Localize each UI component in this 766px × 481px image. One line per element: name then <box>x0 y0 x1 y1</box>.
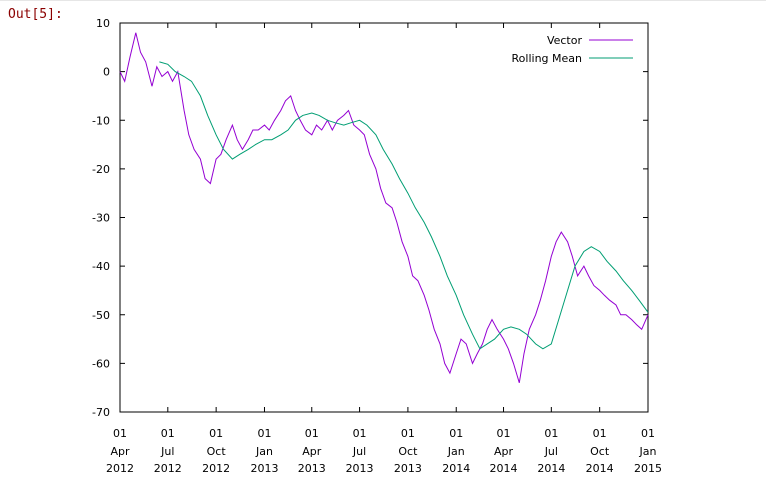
x-tick-label-month: Jul <box>544 445 558 458</box>
x-tick-label-month: Jan <box>639 445 657 458</box>
cell-separator <box>0 0 766 1</box>
x-tick-label-day: 01 <box>449 427 463 440</box>
x-tick-label-year: 2014 <box>490 462 518 475</box>
x-tick-label-year: 2012 <box>154 462 182 475</box>
x-tick-label-day: 01 <box>209 427 223 440</box>
y-tick-label: -50 <box>92 309 110 322</box>
x-tick-label-year: 2014 <box>442 462 470 475</box>
x-tick-label-day: 01 <box>305 427 319 440</box>
plot-frame <box>119 22 649 413</box>
x-tick-label-day: 01 <box>401 427 415 440</box>
y-tick-label: -40 <box>92 260 110 273</box>
x-tick-label-month: Oct <box>590 445 610 458</box>
x-tick-label-day: 01 <box>544 427 558 440</box>
x-tick-label-month: Apr <box>110 445 130 458</box>
legend-label: Rolling Mean <box>512 52 582 65</box>
x-tick-label-month: Apr <box>302 445 322 458</box>
x-tick-label-month: Apr <box>494 445 514 458</box>
x-tick-label-day: 01 <box>497 427 511 440</box>
x-tick-label-day: 01 <box>257 427 271 440</box>
y-tick-label: -30 <box>92 212 110 225</box>
series-line-rolling-mean <box>159 61 649 350</box>
x-tick-label-day: 01 <box>353 427 367 440</box>
legend-label: Vector <box>547 34 583 47</box>
x-tick-label-year: 2015 <box>634 462 662 475</box>
x-tick-label-year: 2013 <box>346 462 374 475</box>
x-tick-label-year: 2012 <box>106 462 134 475</box>
x-tick-label-month: Jul <box>160 445 174 458</box>
x-tick-label-month: Oct <box>207 445 227 458</box>
x-tick-label-day: 01 <box>593 427 607 440</box>
x-tick-label-month: Jul <box>352 445 366 458</box>
x-tick-label-day: 01 <box>641 427 655 440</box>
y-tick-label: -70 <box>92 406 110 419</box>
x-tick-label-year: 2013 <box>250 462 278 475</box>
y-tick-label: 0 <box>103 66 110 79</box>
x-tick-label-year: 2013 <box>298 462 326 475</box>
x-axis: 01 Apr 2012 01 Jul 2012 01 Oct 2012 01 Jan 2013 01 Ap… <box>106 23 662 475</box>
x-tick-label-year: 2014 <box>586 462 614 475</box>
series-lines <box>119 32 649 383</box>
x-tick-label-month: Oct <box>398 445 418 458</box>
y-tick-label: 10 <box>96 17 110 30</box>
y-tick-label: -20 <box>92 163 110 176</box>
y-tick-label: -60 <box>92 357 110 370</box>
output-prompt: Out[5]: <box>8 7 63 22</box>
legend: Vector Rolling Mean <box>512 34 633 65</box>
x-tick-label-month: Jan <box>255 445 273 458</box>
series-line-vector <box>119 32 649 383</box>
x-tick-label-month: Jan <box>447 445 465 458</box>
x-tick-label-day: 01 <box>113 427 127 440</box>
x-tick-label-year: 2014 <box>537 462 565 475</box>
y-tick-label: -10 <box>92 114 110 127</box>
x-tick-label-year: 2013 <box>394 462 422 475</box>
x-tick-label-day: 01 <box>161 427 175 440</box>
x-tick-label-year: 2012 <box>202 462 230 475</box>
y-axis: 10 0 -10 -20 -30 -40 -50 -60 -70 <box>92 17 648 419</box>
